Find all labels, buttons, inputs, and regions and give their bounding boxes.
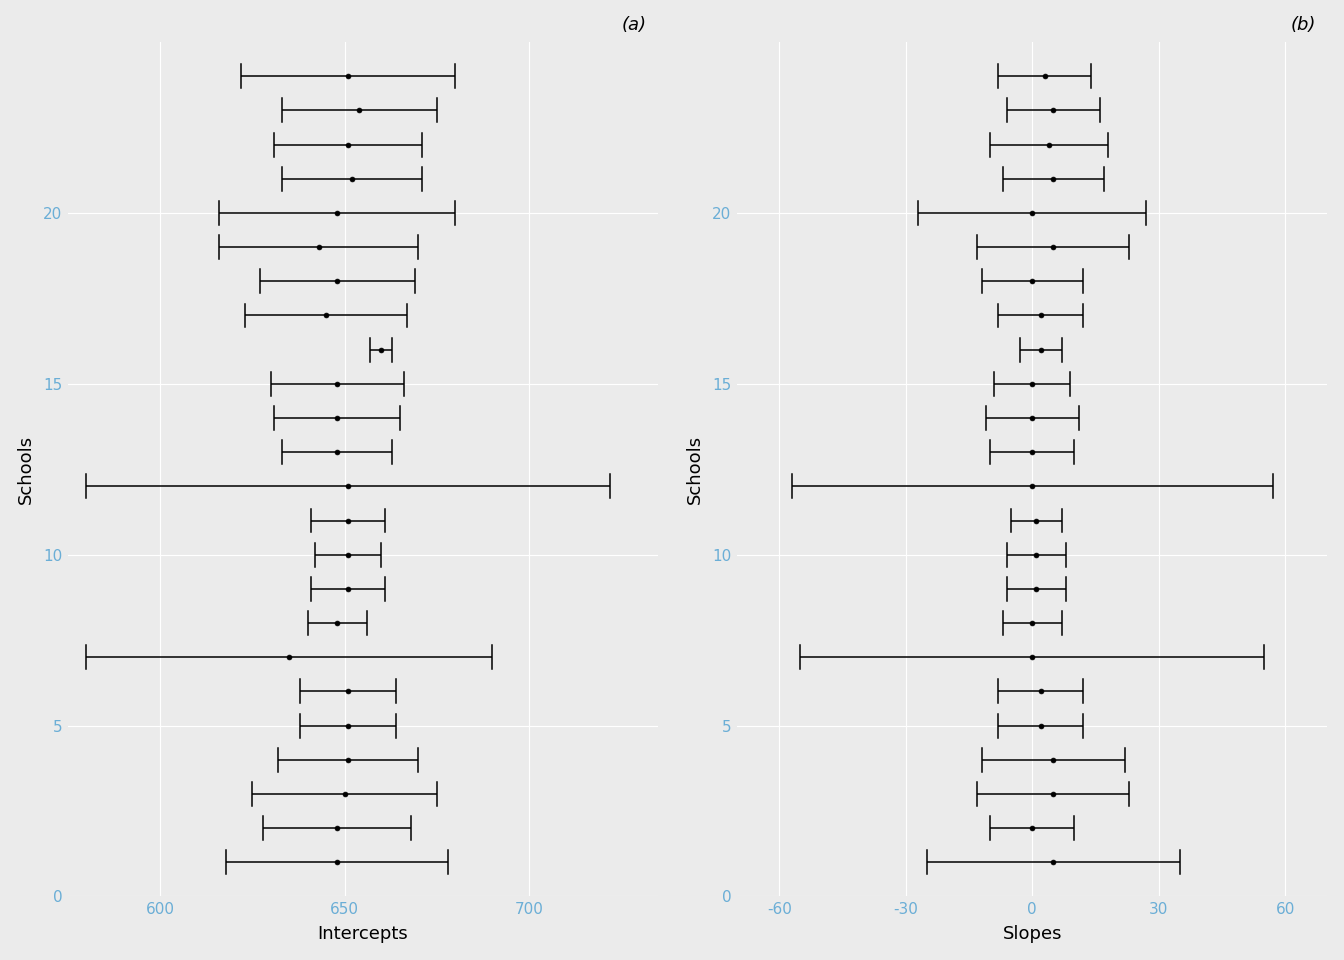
X-axis label: Intercepts: Intercepts (317, 925, 409, 944)
Y-axis label: Schools: Schools (685, 435, 704, 504)
Text: (b): (b) (1290, 15, 1316, 34)
Y-axis label: Schools: Schools (16, 435, 35, 504)
Text: (a): (a) (621, 15, 646, 34)
X-axis label: Slopes: Slopes (1003, 925, 1062, 944)
